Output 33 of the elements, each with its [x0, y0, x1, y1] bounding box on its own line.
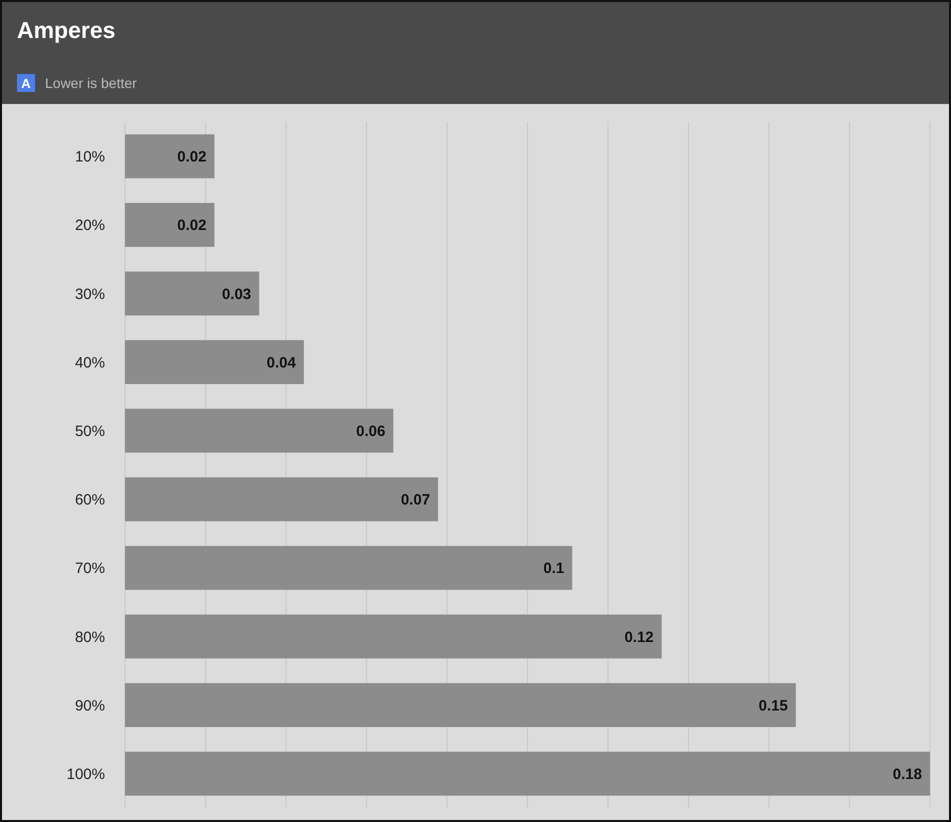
- bar: [125, 477, 438, 522]
- y-tick-label: 100%: [66, 766, 105, 783]
- letter-badge-icon: A: [17, 74, 35, 92]
- bar: [125, 752, 930, 796]
- bar: [125, 134, 214, 178]
- y-tick-label: 80%: [74, 628, 105, 646]
- data-label: 0.15: [758, 697, 788, 714]
- data-label: 0.1: [543, 560, 564, 578]
- data-label: 0.02: [177, 148, 206, 166]
- data-label: 0.07: [400, 492, 430, 509]
- data-label: 0.06: [356, 422, 386, 440]
- y-tick-label: 50%: [74, 422, 105, 440]
- text: Lower is better: [45, 75, 138, 91]
- y-tick-label: 60%: [74, 492, 105, 509]
- bar: [125, 546, 572, 590]
- y-tick-label: 10%: [74, 148, 105, 166]
- y-tick-label: 70%: [74, 560, 105, 578]
- data-label: 0.03: [222, 286, 252, 303]
- data-label: 0.12: [624, 628, 654, 646]
- bar: [125, 408, 394, 453]
- y-tick-label: 90%: [74, 697, 105, 714]
- data-label: 0.02: [177, 217, 206, 234]
- bar: [125, 202, 214, 247]
- y-tick-label: 30%: [74, 286, 105, 303]
- bar: [125, 683, 796, 728]
- bar: [125, 272, 260, 316]
- bar: [125, 340, 304, 384]
- bar: [125, 614, 662, 658]
- data-label: 0.04: [266, 354, 297, 372]
- chart-title: Amperes: [17, 17, 116, 43]
- y-tick-label: 20%: [74, 217, 105, 234]
- y-tick-label: 40%: [74, 354, 105, 372]
- data-label: 0.18: [892, 766, 922, 783]
